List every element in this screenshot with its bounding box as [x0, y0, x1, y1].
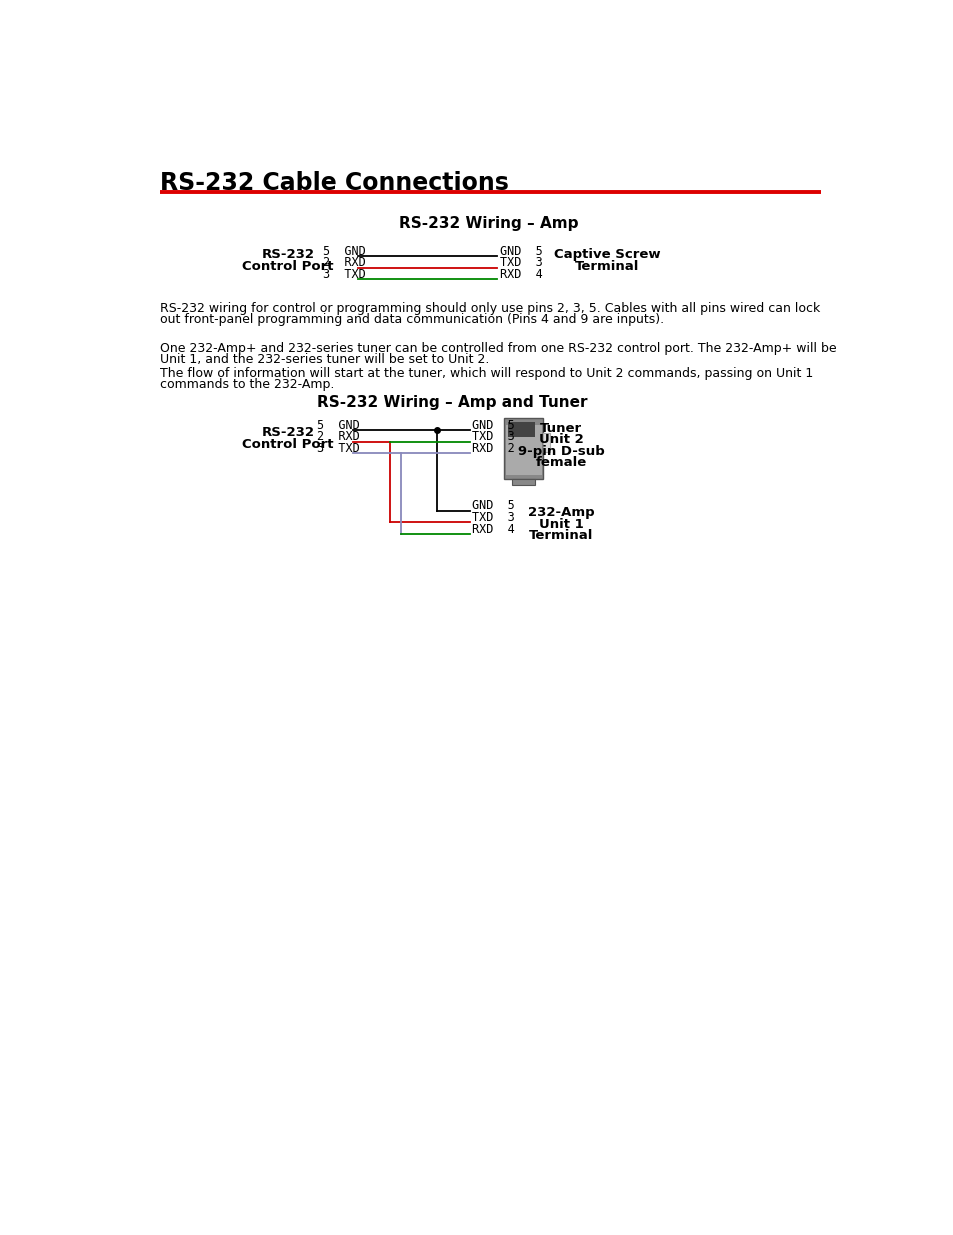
Text: GND  5: GND 5 — [499, 245, 542, 258]
Text: 2  RXD: 2 RXD — [316, 430, 359, 443]
Text: RXD  4: RXD 4 — [472, 522, 514, 536]
Text: out front-panel programming and data communication (Pins 4 and 9 are inputs).: out front-panel programming and data com… — [159, 312, 663, 326]
Text: Terminal: Terminal — [575, 259, 639, 273]
Text: GND  5: GND 5 — [472, 499, 514, 513]
Text: 9-pin D-sub: 9-pin D-sub — [517, 445, 604, 458]
Text: 5  GND: 5 GND — [316, 419, 359, 431]
Text: GND  5: GND 5 — [472, 419, 514, 431]
Text: RS-232 wiring for control or programming should only use pins 2, 3, 5. Cables wi: RS-232 wiring for control or programming… — [159, 303, 819, 315]
Bar — [504, 417, 542, 479]
Text: Control Port: Control Port — [242, 259, 334, 273]
Bar — [508, 421, 535, 437]
Text: Unit 2: Unit 2 — [538, 433, 583, 446]
Text: Captive Screw: Captive Screw — [554, 248, 660, 262]
Text: female: female — [535, 456, 586, 469]
Text: One 232-Amp+ and 232-series tuner can be controlled from one RS-232 control port: One 232-Amp+ and 232-series tuner can be… — [159, 342, 835, 356]
Text: 2  RXD: 2 RXD — [323, 256, 365, 269]
Text: RXD  4: RXD 4 — [499, 268, 542, 280]
Text: 5  GND: 5 GND — [323, 245, 365, 258]
Text: Terminal: Terminal — [528, 530, 593, 542]
Text: Unit 1, and the 232-series tuner will be set to Unit 2.: Unit 1, and the 232-series tuner will be… — [159, 353, 488, 366]
Bar — [505, 425, 541, 475]
Text: TXD  3: TXD 3 — [472, 430, 514, 443]
Text: RS-232 Cable Connections: RS-232 Cable Connections — [159, 172, 508, 195]
Text: Unit 1: Unit 1 — [538, 517, 583, 531]
Text: RS-232 Wiring – Amp and Tuner: RS-232 Wiring – Amp and Tuner — [317, 395, 587, 410]
Bar — [512, 479, 535, 485]
Text: RS-232: RS-232 — [261, 248, 314, 262]
Text: 3  TXD: 3 TXD — [316, 442, 359, 454]
Text: RS-232 Wiring – Amp: RS-232 Wiring – Amp — [398, 216, 578, 231]
Text: 232-Amp: 232-Amp — [527, 506, 594, 519]
Text: The flow of information will start at the tuner, which will respond to Unit 2 co: The flow of information will start at th… — [159, 367, 812, 380]
Bar — [542, 433, 550, 452]
Text: RXD  2: RXD 2 — [472, 442, 514, 454]
Text: commands to the 232-Amp.: commands to the 232-Amp. — [159, 378, 334, 390]
Text: Tuner: Tuner — [539, 421, 581, 435]
Text: 3  TXD: 3 TXD — [323, 268, 365, 280]
Text: TXD  3: TXD 3 — [472, 511, 514, 524]
Text: RS-232: RS-232 — [261, 426, 314, 440]
Text: Control Port: Control Port — [242, 438, 334, 451]
Text: TXD  3: TXD 3 — [499, 256, 542, 269]
